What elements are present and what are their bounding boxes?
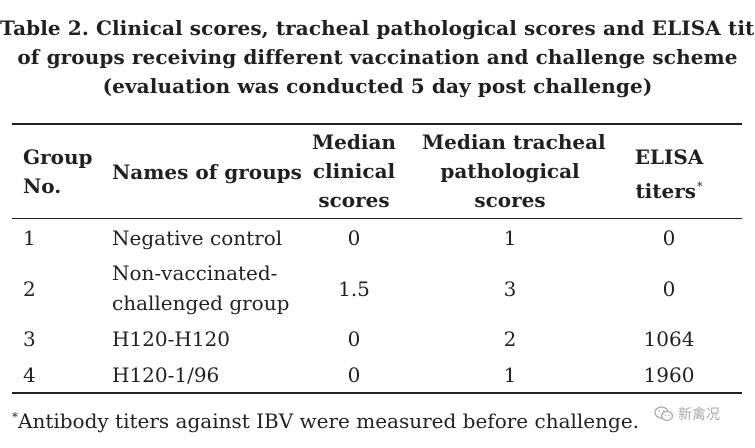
cell-elisa-titer: 0 — [662, 277, 676, 301]
cell-group-no: 1 — [23, 226, 36, 250]
header-group-no: Group No. — [23, 143, 92, 201]
footnote-asterisk: * — [12, 410, 18, 424]
cell-clinical-score: 1.5 — [338, 277, 370, 301]
caption-line-2: of groups receiving different vaccinatio… — [17, 45, 738, 69]
header-names-of-groups: Names of groups — [112, 160, 302, 184]
header-median-clinical-scores: Median clinical scores — [286, 128, 422, 215]
cell-tracheal-score: 2 — [503, 327, 517, 351]
header-elisa-titers-text: titers — [635, 179, 697, 203]
cell-clinical-score: 0 — [347, 327, 361, 351]
cell-group-name: H120-1/96 — [112, 363, 220, 387]
cell-tracheal-score: 3 — [503, 277, 517, 301]
header-clinical-line-3: scores — [318, 188, 390, 212]
cell-elisa-titer: 1064 — [643, 327, 695, 351]
cell-clinical-score: 0 — [347, 226, 361, 250]
header-group-no-line-1: Group — [23, 145, 93, 169]
cell-group-name: H120-H120 — [112, 327, 230, 351]
footnote-marker: * — [697, 180, 703, 193]
header-clinical-line-1: Median — [312, 130, 396, 154]
table-bottom-rule — [12, 392, 742, 394]
table-header-rule — [12, 218, 742, 219]
cell-tracheal-score: 1 — [503, 363, 517, 387]
wechat-icon — [654, 406, 674, 422]
table-top-rule — [12, 123, 742, 125]
cell-tracheal-score: 1 — [503, 226, 517, 250]
footnote-text: Antibody titers against IBV were measure… — [18, 409, 640, 433]
watermark: 新禽况 — [654, 404, 720, 424]
caption-line-3: (evaluation was conducted 5 day post cha… — [102, 74, 653, 98]
cell-group-no: 4 — [23, 363, 36, 387]
cell-group-no: 3 — [23, 327, 36, 351]
header-tracheal-line-3: scores — [474, 188, 546, 212]
table-footnote: *Antibody titers against IBV were measur… — [12, 402, 639, 436]
header-clinical-line-2: clinical — [312, 159, 396, 183]
watermark-text: 新禽况 — [678, 407, 720, 423]
header-tracheal-line-1: Median tracheal — [422, 130, 606, 154]
header-elisa-line-2: titers* — [598, 172, 740, 206]
cell-clinical-score: 0 — [347, 363, 361, 387]
header-median-tracheal-scores: Median tracheal pathological scores — [422, 128, 606, 215]
header-elisa-titers: ELISA titers* — [598, 143, 740, 206]
cell-elisa-titer: 1960 — [643, 363, 695, 387]
cell-group-no: 2 — [23, 277, 36, 301]
caption-line-1: Table 2. Clinical scores, tracheal patho… — [0, 16, 755, 40]
cell-group-name: Negative control — [112, 226, 283, 250]
header-elisa-line-1: ELISA — [634, 145, 704, 169]
cell-group-name-line-2: challenged group — [112, 291, 290, 315]
cell-group-name: Non-vaccinated- challenged group — [112, 258, 289, 318]
header-group-no-line-2: No. — [23, 174, 62, 198]
cell-group-name-line-1: Non-vaccinated- — [112, 261, 278, 285]
cell-elisa-titer: 0 — [662, 226, 676, 250]
table-caption: Table 2. Clinical scores, tracheal patho… — [0, 14, 755, 101]
header-tracheal-line-2: pathological — [440, 159, 580, 183]
